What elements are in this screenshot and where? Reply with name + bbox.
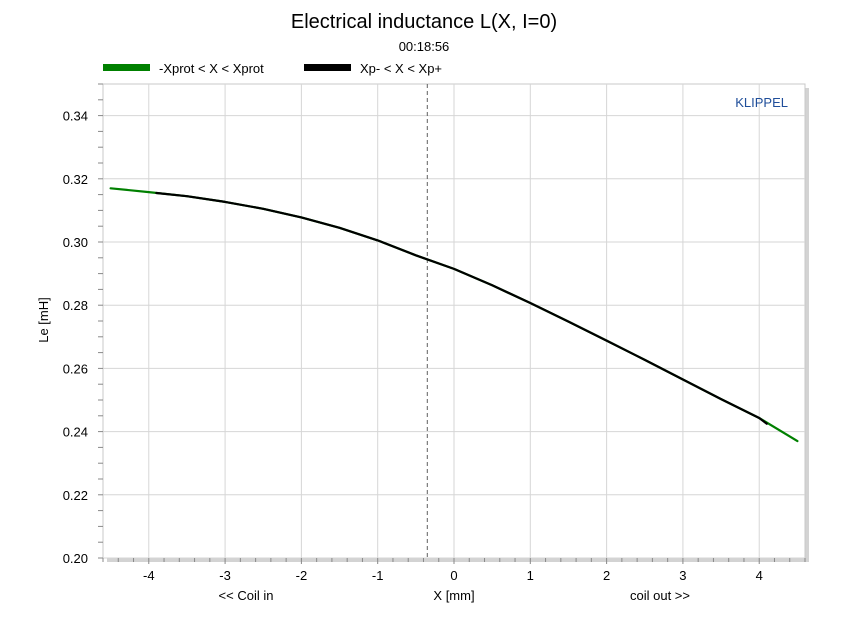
x-tick-label: -3: [219, 568, 231, 583]
watermark: KLIPPEL: [735, 95, 788, 110]
x-tick-label: -2: [296, 568, 308, 583]
legend-swatch-0: [103, 64, 150, 71]
x-tick-label: 1: [527, 568, 534, 583]
y-tick-labels: 0.20 0.22 0.24 0.26 0.28 0.30 0.32 0.34: [63, 109, 88, 566]
legend-label-0: -Xprot < X < Xprot: [159, 61, 264, 76]
y-tick-label: 0.20: [63, 551, 88, 566]
legend: -Xprot < X < Xprot Xp- < X < Xp+: [103, 61, 442, 76]
series-line-1: [155, 191, 768, 425]
x-tick-label: 2: [603, 568, 610, 583]
x-left-note: << Coil in: [219, 588, 274, 603]
y-tick-label: 0.24: [63, 425, 88, 440]
x-right-note: coil out >>: [630, 588, 690, 603]
x-tick-label: 3: [679, 568, 686, 583]
chart-title: Electrical inductance L(X, I=0): [291, 11, 557, 33]
x-tick-label: 4: [756, 568, 763, 583]
chart-subtitle: 00:18:56: [399, 39, 450, 54]
y-axis-label: Le [mH]: [36, 297, 51, 343]
y-tick-label: 0.26: [63, 361, 88, 376]
x-tick-label: -4: [143, 568, 155, 583]
x-axis-label: X [mm]: [433, 588, 474, 603]
y-tick-label: 0.30: [63, 235, 88, 250]
y-tick-label: 0.22: [63, 488, 88, 503]
grid: [103, 84, 805, 559]
x-tick-label: 0: [450, 568, 457, 583]
x-tick-label: -1: [372, 568, 384, 583]
legend-swatch-1: [304, 64, 351, 71]
y-tick-label: 0.28: [63, 298, 88, 313]
legend-label-1: Xp- < X < Xp+: [360, 61, 442, 76]
y-tick-label: 0.34: [63, 109, 88, 124]
y-tick-label: 0.32: [63, 172, 88, 187]
series-layer: [109, 187, 799, 443]
x-tick-labels: -4 -3 -2 -1 0 1 2 3 4: [143, 568, 763, 583]
minor-ticks: [98, 83, 806, 564]
